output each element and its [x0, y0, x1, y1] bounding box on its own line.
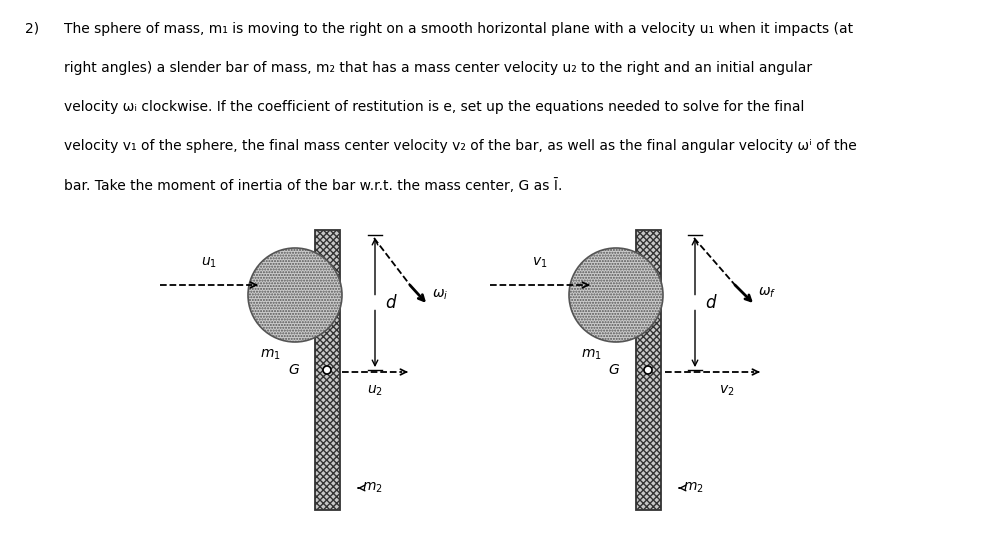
Text: $u_2$: $u_2$: [367, 384, 383, 398]
Circle shape: [644, 366, 652, 374]
Ellipse shape: [248, 248, 342, 342]
Text: right angles) a slender bar of mass, m₂ that has a mass center velocity u₂ to th: right angles) a slender bar of mass, m₂ …: [64, 61, 812, 75]
Bar: [315, 230, 340, 510]
Ellipse shape: [569, 248, 663, 342]
Text: $d$: $d$: [705, 294, 718, 312]
Text: $m_1$: $m_1$: [259, 348, 281, 362]
Text: The sphere of mass, m₁ is moving to the right on a smooth horizontal plane with : The sphere of mass, m₁ is moving to the …: [64, 22, 853, 36]
Text: $m_1$: $m_1$: [580, 348, 601, 362]
Text: velocity v₁ of the sphere, the final mass center velocity v₂ of the bar, as well: velocity v₁ of the sphere, the final mas…: [64, 139, 856, 153]
Text: $u_1$: $u_1$: [201, 256, 217, 270]
Text: $G$: $G$: [608, 363, 620, 377]
Text: $\omega_f$: $\omega_f$: [758, 286, 777, 300]
Text: $m_2$: $m_2$: [683, 481, 704, 495]
Text: $v_2$: $v_2$: [719, 384, 735, 398]
Bar: [636, 230, 661, 510]
Text: $v_1$: $v_1$: [532, 256, 548, 270]
Text: velocity ωᵢ clockwise. If the coefficient of restitution is e, set up the equati: velocity ωᵢ clockwise. If the coefficien…: [64, 100, 804, 114]
Text: $d$: $d$: [385, 294, 398, 312]
Text: $G$: $G$: [288, 363, 300, 377]
Circle shape: [323, 366, 331, 374]
Text: $m_2$: $m_2$: [362, 481, 383, 495]
Text: bar. Take the moment of inertia of the bar w.r.t. the mass center, G as Ī.: bar. Take the moment of inertia of the b…: [64, 178, 563, 193]
Text: 2): 2): [25, 22, 38, 36]
Text: $\omega_i$: $\omega_i$: [432, 288, 448, 302]
